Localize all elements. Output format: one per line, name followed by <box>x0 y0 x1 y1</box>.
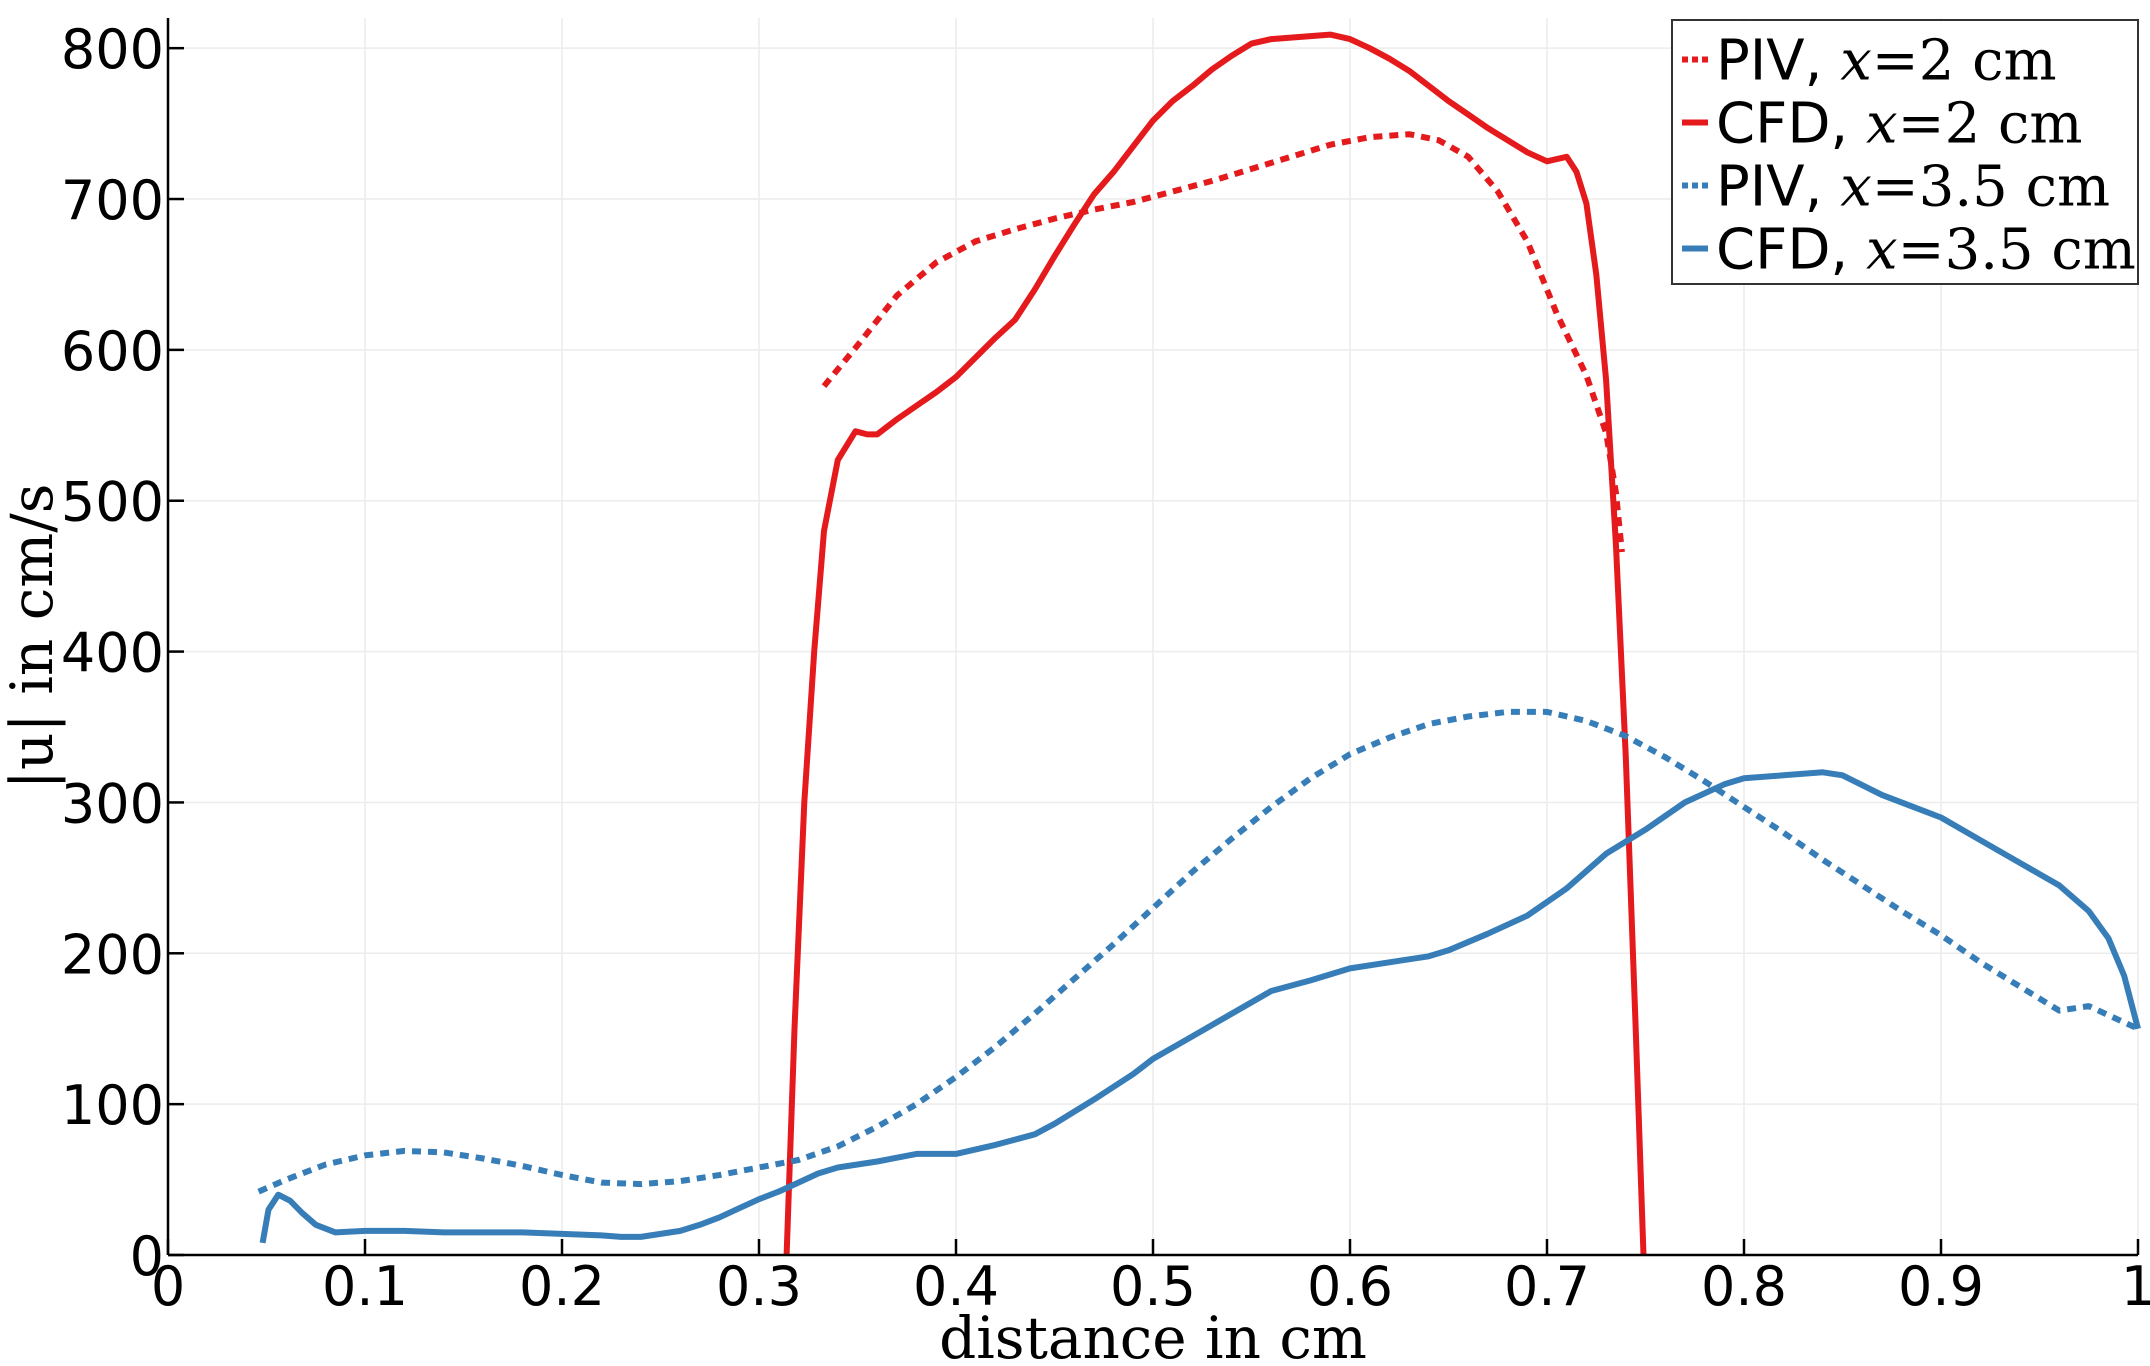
y-tick-label: 300 <box>61 772 164 835</box>
legend-box <box>1671 19 2139 285</box>
legend-entry-variable: x <box>1866 218 1898 283</box>
plot-series <box>257 31 2141 1256</box>
legend-entry-value: 3.5 <box>1919 155 2026 220</box>
y-tick-label: 500 <box>61 471 164 534</box>
x-tick-label: 0.3 <box>716 1255 802 1318</box>
y-axis-label: |u| in cm/s <box>0 483 66 789</box>
x-tick-label: 0.4 <box>913 1255 999 1318</box>
y-tick-label: 100 <box>61 1074 164 1137</box>
legend-entry-variable: x <box>1840 155 1872 220</box>
axes <box>166 18 2140 1257</box>
x-tick-label: 0.2 <box>519 1255 605 1318</box>
x-tick-label: 1 <box>2121 1255 2150 1318</box>
legend-entry-equals: = <box>1872 155 1919 220</box>
legend-entry: CFD, x=3.5 cm <box>1716 218 2136 283</box>
legend-entry-variable: x <box>1866 92 1898 157</box>
x-tick-label: 0.7 <box>1504 1255 1590 1318</box>
legend-entry-unit: cm <box>2026 155 2110 220</box>
legend-entry: CFD, x=2 cm <box>1716 92 2082 157</box>
series-line-1 <box>821 131 1625 553</box>
legend-entry-unit: cm <box>1972 29 2056 94</box>
y-tick-label: 200 <box>61 923 164 986</box>
grid <box>168 18 2139 1255</box>
legend-entry-prefix: CFD, <box>1716 218 1866 283</box>
legend-entry-unit: cm <box>2051 218 2135 283</box>
series-line-3 <box>257 708 2140 1195</box>
legend-entry-equals: = <box>1898 92 1945 157</box>
x-tick-label: 0.9 <box>1898 1255 1984 1318</box>
x-axis-label: distance in cm <box>939 1304 1367 1366</box>
legend-entry-equals: = <box>1872 29 1919 94</box>
y-tick-label: 400 <box>61 622 164 685</box>
y-tick-label: 0 <box>130 1225 164 1288</box>
legend-entry-prefix: CFD, <box>1716 92 1866 157</box>
legend-entry-value: 2 <box>1945 92 1998 157</box>
x-tick-label: 0.1 <box>322 1255 408 1318</box>
series-line-4 <box>259 769 2141 1244</box>
legend-entry: PIV, x=2 cm <box>1716 29 2057 94</box>
legend-entry-prefix: PIV, <box>1716 155 1840 220</box>
y-tick-label: 600 <box>61 320 164 383</box>
series-line-2 <box>783 31 1647 1256</box>
x-tick-label: 0.6 <box>1307 1255 1393 1318</box>
y-tick-label: 700 <box>61 169 164 232</box>
legend-entry-value: 2 <box>1919 29 1972 94</box>
x-tick-label: 0.8 <box>1701 1255 1787 1318</box>
legend-entry: PIV, x=3.5 cm <box>1716 155 2110 220</box>
legend-entry-equals: = <box>1898 218 1945 283</box>
x-tick-label: 0 <box>151 1255 185 1318</box>
legend-entry-variable: x <box>1840 29 1872 94</box>
legend-entry-unit: cm <box>1998 92 2082 157</box>
legend-entry-prefix: PIV, <box>1716 29 1840 94</box>
legend-entry-value: 3.5 <box>1945 218 2052 283</box>
y-tick-label: 800 <box>61 18 164 81</box>
x-tick-label: 0.5 <box>1110 1255 1196 1318</box>
tick-labels: 0 0.1 0.2 0.3 0.4 0.5 0.6 0.7 0.8 0.9 1 0 100 200 300 4… <box>61 18 2150 1318</box>
